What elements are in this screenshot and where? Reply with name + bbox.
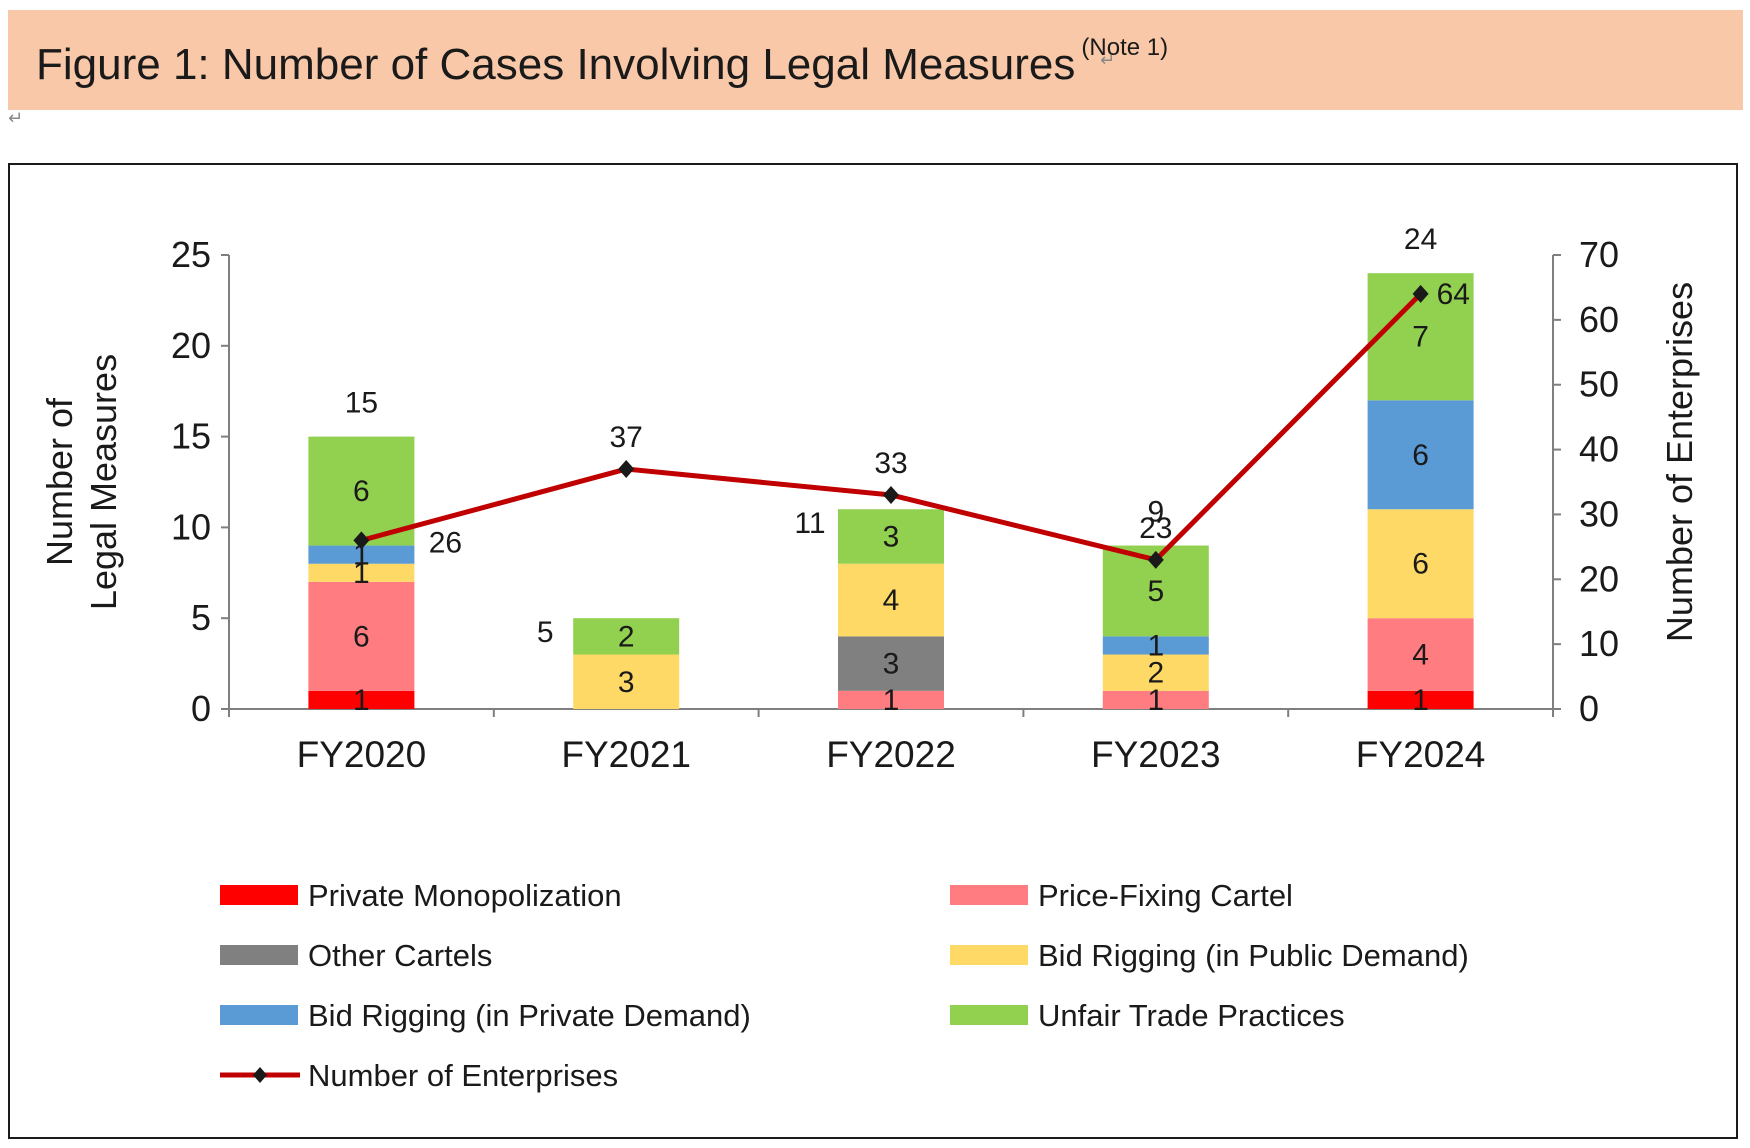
- legend-swatch-marker: [253, 1067, 267, 1083]
- bar-bid-rigging-in-public-demand: [308, 563, 415, 582]
- y-axis-title-left: Number ofLegal Measures: [39, 354, 124, 610]
- x-tick-label: FY2023: [1091, 734, 1221, 775]
- y-axis-title-left-line: Number of: [39, 397, 80, 566]
- bar-bid-rigging-in-public-demand: [1102, 654, 1209, 691]
- bar-bid-rigging-in-private-demand: [1367, 400, 1474, 510]
- y-tick-label-right: 70: [1579, 234, 1619, 275]
- bar-unfair-trade-practices: [573, 618, 680, 655]
- bar-other-cartels: [838, 636, 944, 691]
- chart-frame: 0 5 10 15 20 25 0 10 20 30 40 50 60 70 FY2020 FY2021 FY2…: [8, 163, 1738, 1139]
- y-tick-label-right: 10: [1579, 623, 1619, 664]
- bar-total-label: 15: [345, 387, 378, 420]
- y-tick-label-left: 25: [171, 234, 211, 275]
- legend-label: Private Monopolization: [308, 878, 622, 913]
- y-axis-title-right: Number of Enterprises: [1659, 282, 1700, 642]
- bar-segment-label: 1: [353, 684, 370, 717]
- legend-swatch: [220, 885, 298, 905]
- return-mark: ↵: [8, 108, 24, 128]
- bar-segment-label: 4: [1412, 639, 1429, 672]
- bar-segment-label: 6: [353, 475, 370, 508]
- x-tick-label: FY2022: [826, 734, 956, 775]
- enterprises-marker: [618, 460, 635, 479]
- x-tick-label: FY2021: [561, 734, 691, 775]
- y-tick-label-left: 0: [191, 688, 211, 729]
- bar-segment-label: 1: [1147, 629, 1164, 662]
- bar-total-label: 11: [794, 507, 825, 540]
- legend-swatch: [950, 885, 1028, 905]
- figure-title: Figure 1: Number of Cases Involving Lega…: [36, 34, 1168, 90]
- enterprises-value-label: 64: [1437, 278, 1470, 311]
- x-tick-label: FY2024: [1356, 734, 1486, 775]
- bar-price-fixing-cartel: [838, 690, 944, 709]
- y-tick-label-right: 30: [1579, 493, 1619, 534]
- bar-price-fixing-cartel: [308, 581, 415, 691]
- bar-segment-label: 1: [883, 684, 900, 717]
- y-tick-label-left: 5: [191, 597, 211, 638]
- legend-label: Bid Rigging (in Public Demand): [1038, 938, 1469, 973]
- bar-bid-rigging-in-public-demand: [838, 563, 944, 637]
- bar-segment-label: 1: [353, 557, 370, 590]
- y-tick-label-right: 50: [1579, 364, 1619, 405]
- y-tick-label-right: 40: [1579, 429, 1619, 470]
- legend-swatch: [220, 945, 298, 965]
- bar-segment-label: 4: [883, 584, 900, 617]
- bar-unfair-trade-practices: [838, 509, 944, 564]
- bar-segment-label: 3: [618, 666, 635, 699]
- bar-private-monopolization: [1367, 690, 1474, 709]
- x-tick-label: FY2020: [297, 734, 427, 775]
- bar-unfair-trade-practices: [308, 436, 415, 546]
- figure-title-note: (Note 1): [1081, 34, 1169, 61]
- bar-segment-label: 3: [883, 520, 900, 553]
- legend-label: Bid Rigging (in Private Demand): [308, 998, 751, 1033]
- bar-bid-rigging-in-private-demand: [308, 545, 415, 564]
- enterprises-marker: [1412, 284, 1429, 303]
- legend-label: Unfair Trade Practices: [1038, 998, 1345, 1033]
- legend-swatch: [950, 945, 1028, 965]
- bar-segment-label: 2: [618, 620, 635, 653]
- bar-segment-label: 3: [883, 648, 900, 681]
- y-tick-label-left: 10: [171, 506, 211, 547]
- bar-bid-rigging-in-public-demand: [1367, 509, 1474, 619]
- legend-swatch: [220, 1005, 298, 1025]
- bar-segment-label: 1: [353, 539, 370, 572]
- bar-total-label: 9: [1147, 496, 1164, 529]
- title-band: Figure 1: Number of Cases Involving Lega…: [8, 10, 1743, 110]
- y-tick-label-right: 60: [1579, 299, 1619, 340]
- legend-label: Price-Fixing Cartel: [1038, 878, 1293, 913]
- y-tick-label-right: 20: [1579, 558, 1619, 599]
- y-tick-label-left: 20: [171, 325, 211, 366]
- enterprises-marker: [883, 485, 899, 504]
- return-mark: ↵: [1100, 50, 1116, 70]
- enterprises-marker: [1147, 550, 1164, 569]
- y-tick-label-right: 0: [1579, 688, 1599, 729]
- figure-title-text: Figure 1: Number of Cases Involving Lega…: [36, 40, 1076, 89]
- bar-segment-label: 1: [1412, 684, 1429, 717]
- bar-segment-label: 5: [1147, 575, 1164, 608]
- bar-segment-label: 1: [1147, 684, 1164, 717]
- bar-private-monopolization: [308, 690, 415, 709]
- enterprises-value-label: 37: [610, 421, 643, 454]
- bar-total-label: 5: [537, 616, 554, 649]
- enterprises-value-label: 33: [874, 447, 907, 480]
- legend-label: Number of Enterprises: [308, 1058, 618, 1093]
- enterprises-marker: [353, 531, 370, 550]
- bar-segment-label: 7: [1412, 321, 1429, 354]
- legend-swatch: [950, 1005, 1028, 1025]
- bar-bid-rigging-in-public-demand: [573, 654, 680, 709]
- bar-total-label: 24: [1404, 223, 1437, 256]
- enterprises-value-label: 23: [1139, 512, 1172, 545]
- enterprises-value-label: 26: [429, 526, 462, 559]
- bar-segment-label: 6: [353, 620, 370, 653]
- bar-segment-label: 6: [1412, 548, 1429, 581]
- bar-segment-label: 6: [1412, 439, 1429, 472]
- legend-label: Other Cartels: [308, 938, 492, 973]
- y-tick-label-left: 15: [171, 416, 211, 457]
- bar-bid-rigging-in-private-demand: [1102, 636, 1209, 655]
- y-axis-title-left-line: Legal Measures: [83, 354, 124, 610]
- bar-price-fixing-cartel: [1367, 618, 1474, 691]
- bar-segment-label: 2: [1147, 657, 1164, 690]
- bar-price-fixing-cartel: [1102, 690, 1209, 709]
